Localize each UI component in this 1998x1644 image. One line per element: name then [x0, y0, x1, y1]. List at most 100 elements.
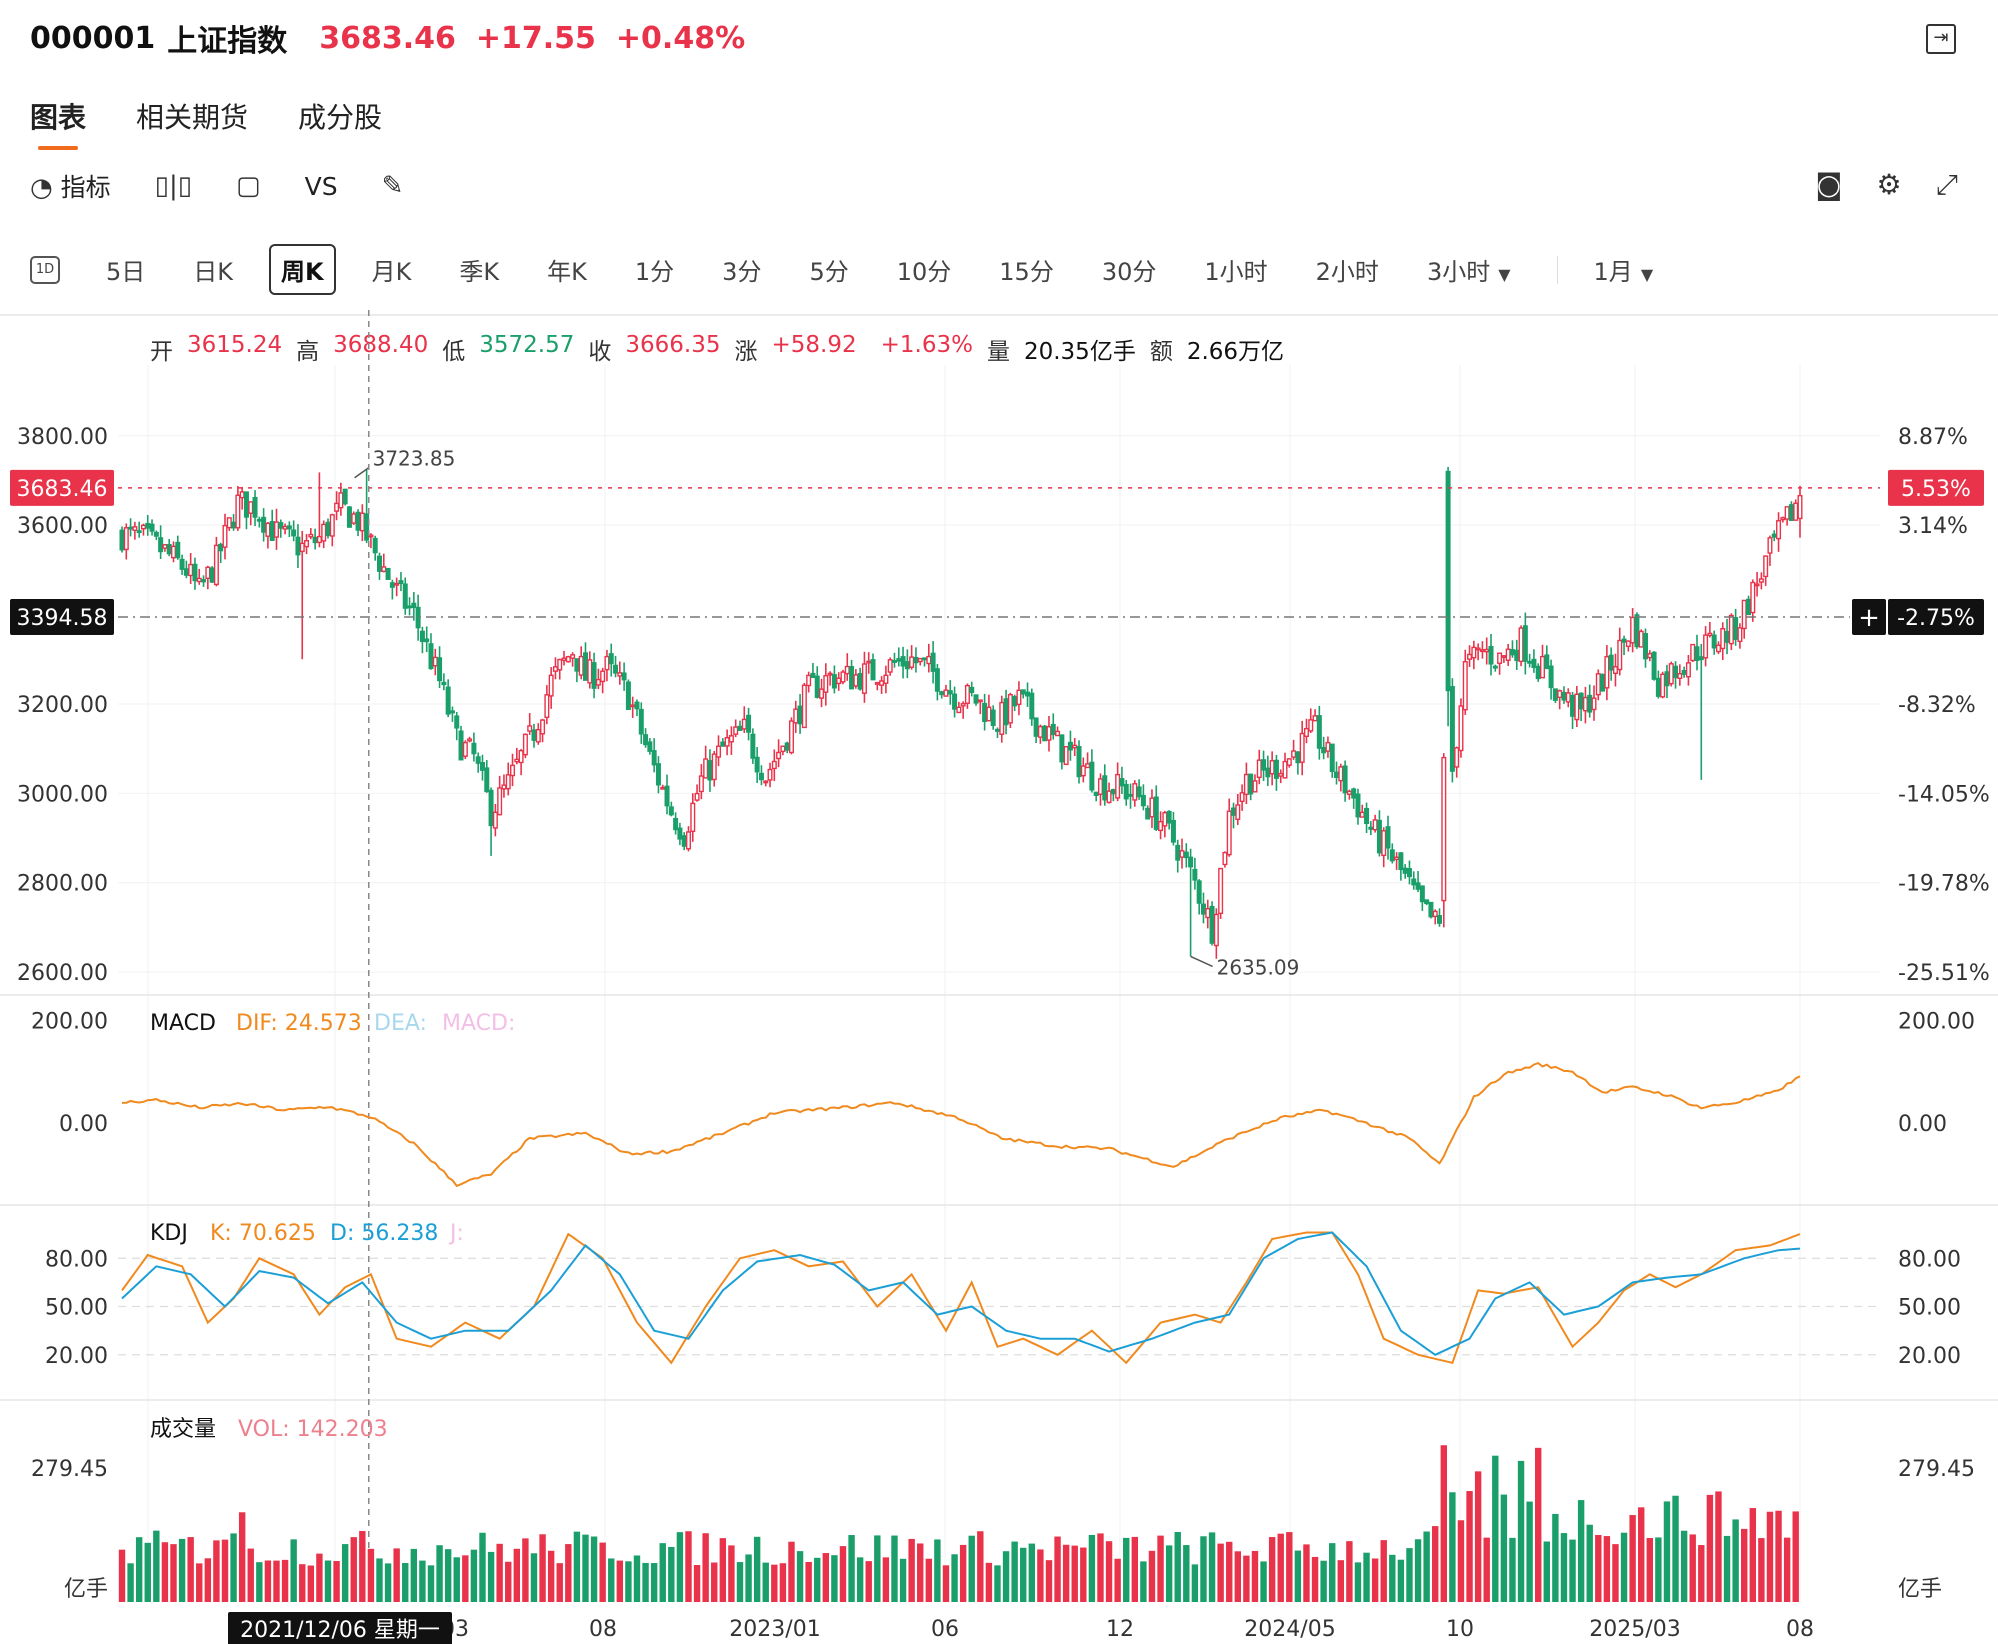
volume-bar [1672, 1495, 1679, 1602]
candle-body [754, 756, 760, 773]
volume-bar [290, 1539, 297, 1602]
candle-body [1454, 747, 1460, 768]
volume-bar [1020, 1547, 1027, 1602]
candle-body [986, 706, 992, 722]
period-2h[interactable]: 2小时 [1315, 258, 1379, 286]
period-year[interactable]: 年K [547, 258, 587, 286]
volume-bar [1303, 1544, 1310, 1602]
period-15min[interactable]: 15分 [999, 258, 1054, 286]
candle-body [1188, 856, 1194, 868]
candle-body [531, 729, 537, 741]
candle-body [582, 652, 588, 681]
candle-body [441, 681, 447, 686]
candle-body [1707, 632, 1713, 637]
period-day[interactable]: 日K [193, 258, 234, 286]
period-5d[interactable]: 5日 [106, 258, 146, 286]
volume-bar [633, 1555, 641, 1602]
period-10min[interactable]: 10分 [896, 258, 952, 286]
volume-bar [1792, 1511, 1799, 1602]
period-3min[interactable]: 3分 [722, 258, 762, 286]
candle-body [1256, 759, 1262, 779]
period-month[interactable]: 月K [371, 258, 412, 286]
fullscreen-icon[interactable]: ⤢ [1935, 168, 1958, 201]
candle-body [1239, 792, 1245, 803]
period-1min[interactable]: 1分 [634, 258, 675, 286]
compare-button[interactable]: VS [304, 171, 338, 201]
period-30min[interactable]: 30分 [1101, 258, 1157, 286]
candle-body [209, 567, 215, 583]
period-week[interactable]: 周K [269, 244, 336, 295]
volume-bar [178, 1538, 186, 1602]
candle-body [591, 662, 597, 689]
volume-bar [324, 1560, 332, 1602]
candle-body [1179, 850, 1185, 858]
candle-body [1445, 470, 1451, 692]
candle-body [1059, 734, 1065, 763]
candle-body [1664, 671, 1670, 687]
period-5min[interactable]: 5分 [809, 258, 849, 286]
volume-bar [1414, 1539, 1422, 1602]
volume-bar [393, 1548, 400, 1602]
kdj-k-line [121, 1231, 1801, 1365]
candle-body [1145, 807, 1151, 820]
candle-body [651, 750, 657, 766]
candle-body [1471, 646, 1477, 659]
volume-bar [745, 1554, 752, 1602]
candle-body [1398, 852, 1404, 871]
period-quarter[interactable]: 季K [459, 258, 500, 286]
crosshair-date-badge [228, 1612, 452, 1644]
exit-icon[interactable]: ⇥ [1926, 24, 1956, 54]
candle-body [1291, 750, 1297, 758]
tab-constituents[interactable]: 成分股 [298, 101, 383, 134]
tab-futures[interactable]: 相关期货 [136, 101, 249, 134]
candle-body [1578, 692, 1584, 710]
candle-body [1170, 819, 1176, 843]
kdj-k-label: K: 70.625 [210, 1221, 316, 1246]
candle-body [1020, 689, 1026, 695]
camera-icon[interactable]: ◙ [1815, 168, 1843, 201]
candle-body [501, 784, 507, 790]
candle-body [398, 580, 404, 585]
right-toolbar: ◙ ⚙ ⤢ [1815, 168, 1958, 202]
indicator-button[interactable]: ◔ 指标 [30, 168, 111, 204]
candle-body [1265, 767, 1271, 778]
range-select[interactable]: 1月 ▼ [1582, 244, 1666, 295]
square-icon[interactable]: ▢ [236, 171, 261, 201]
volume-bar [367, 1548, 375, 1602]
volume-bar [376, 1558, 383, 1602]
crosshair-price-label: 3394.58 [17, 606, 108, 631]
volume-bar [942, 1565, 950, 1602]
volume-bar [522, 1538, 529, 1602]
gear-icon[interactable]: ⚙ [1876, 168, 1902, 201]
candle-body [1235, 804, 1241, 820]
volume-bar [1474, 1471, 1482, 1602]
candle-body [1025, 691, 1031, 697]
period-3h[interactable]: 3小时 ▼ [1415, 244, 1523, 295]
volume-bar [1432, 1526, 1439, 1602]
volume-bar [1234, 1551, 1242, 1602]
candle-body [891, 660, 897, 663]
volume-bar [1577, 1500, 1585, 1602]
candle-body [1535, 665, 1541, 680]
pen-icon[interactable]: ✎ [381, 171, 404, 201]
tab-chart[interactable]: 图表 [30, 96, 86, 150]
volume-value: 20.35亿手 [1023, 339, 1136, 365]
volume-bar [1294, 1550, 1302, 1602]
pct-tick-label: 8.87% [1898, 425, 1968, 450]
candle-body [1746, 598, 1752, 616]
candle-body [218, 543, 224, 552]
volume-bar [719, 1538, 727, 1602]
volume-bar [1277, 1533, 1284, 1602]
index-change: +17.55 [475, 20, 596, 56]
volume-bar [711, 1562, 718, 1602]
volume-bar [513, 1548, 521, 1602]
candlestick-icon[interactable]: ▯|▯ [154, 171, 193, 201]
candle-body [488, 789, 494, 827]
candle-body [973, 694, 979, 704]
candle-body [883, 674, 889, 684]
candle-body [1368, 826, 1374, 830]
period-1h[interactable]: 1小时 [1204, 258, 1268, 286]
volume-bar [925, 1558, 933, 1602]
1d-icon[interactable]: 1D [30, 255, 60, 284]
